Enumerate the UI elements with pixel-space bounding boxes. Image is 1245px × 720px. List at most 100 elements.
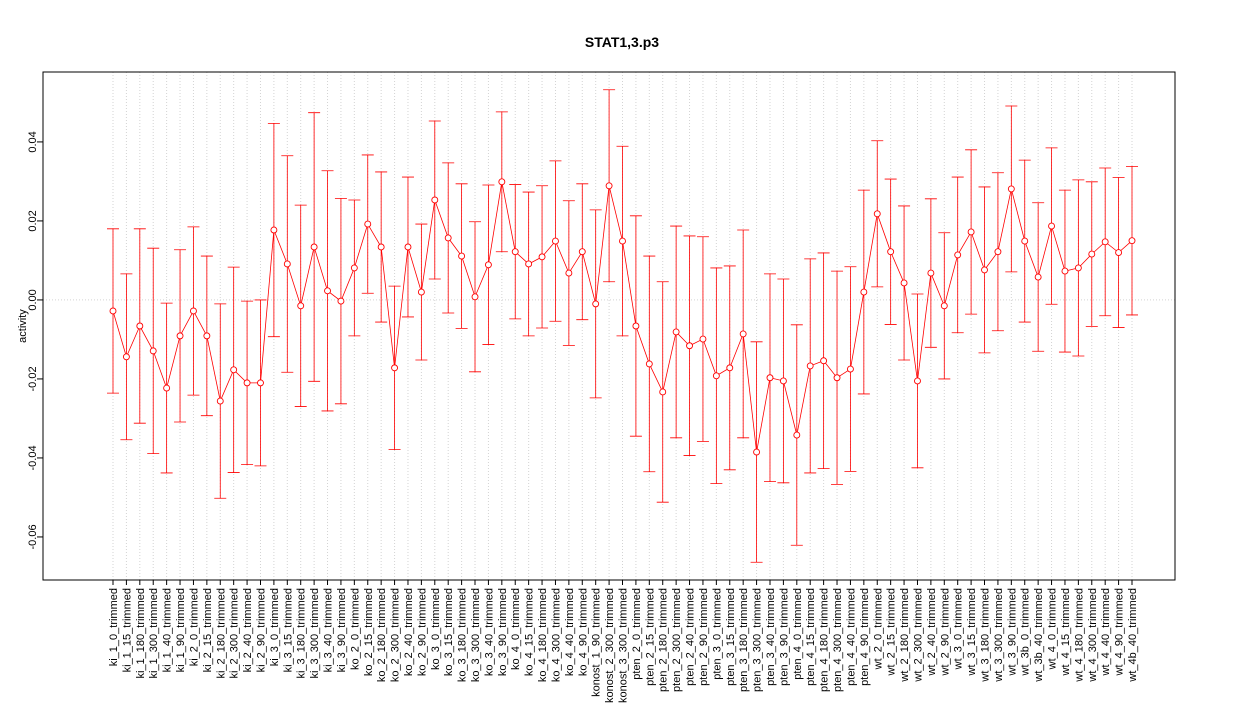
data-point xyxy=(806,362,814,370)
x-tick-label: wt_3_90_trimmed xyxy=(1006,588,1018,676)
x-tick-label: ko_3_300_trimmed xyxy=(470,588,482,682)
x-tick-label: pten_4_40_trimmed xyxy=(845,588,857,686)
x-tick-label: pten_4_15_trimmed xyxy=(805,588,817,686)
data-point xyxy=(1128,237,1136,245)
x-tick-label: ki_1_90_trimmed xyxy=(175,588,187,672)
x-tick-label: konost_2_300_trimmed xyxy=(604,588,616,703)
data-point xyxy=(257,379,264,387)
data-point xyxy=(458,252,466,260)
data-point xyxy=(471,293,479,301)
x-tick-label: pten_2_180_trimmed xyxy=(658,588,670,692)
x-tick-label: pten_2_90_trimmed xyxy=(698,588,710,686)
data-point xyxy=(1088,250,1096,258)
data-point xyxy=(873,210,881,218)
x-tick-label: ko_4_15_trimmed xyxy=(524,588,536,676)
y-tick-label: 0.00 xyxy=(27,289,39,310)
x-tick-label: ko_2_180_trimmed xyxy=(376,588,388,682)
x-tick-label: pten_2_40_trimmed xyxy=(685,588,697,686)
data-point xyxy=(645,360,653,368)
x-tick-label: wt_3_0_trimmed xyxy=(953,588,965,670)
x-tick-label: wt_2_0_trimmed xyxy=(872,588,884,670)
data-point xyxy=(404,243,412,251)
data-point xyxy=(726,364,734,372)
x-tick-label: ko_3_40_trimmed xyxy=(483,588,495,676)
x-tick-label: wt_4_300_trimmed xyxy=(1087,588,1099,683)
data-point xyxy=(940,302,948,310)
x-tick-label: ko_4_90_trimmed xyxy=(577,588,589,676)
data-point xyxy=(216,397,224,405)
y-tick-label: -0.06 xyxy=(27,524,39,549)
x-tick-label: pten_3_90_trimmed xyxy=(778,588,790,686)
x-tick-label: ko_4_300_trimmed xyxy=(550,588,562,682)
x-tick-label: ki_2_0_trimmed xyxy=(188,588,200,666)
x-tick-label: ki_1_300_trimmed xyxy=(148,588,160,679)
data-point xyxy=(391,364,399,372)
data-point xyxy=(1048,222,1056,230)
data-point xyxy=(297,302,305,310)
x-tick-label: wt_2_40_trimmed xyxy=(926,588,938,676)
x-tick-label: ko_2_40_trimmed xyxy=(403,588,415,676)
x-tick-label: pten_3_300_trimmed xyxy=(752,588,764,692)
data-point xyxy=(337,297,345,305)
data-point xyxy=(846,365,854,373)
x-tick-label: pten_3_15_trimmed xyxy=(725,588,737,686)
data-point xyxy=(230,366,238,374)
data-point xyxy=(538,253,546,261)
x-tick-label: wt_2_180_trimmed xyxy=(899,588,911,683)
data-point xyxy=(350,264,358,272)
x-tick-label: wt_3b_0_trimmed xyxy=(1020,588,1032,676)
x-tick-label: ko_2_0_trimmed xyxy=(349,588,361,670)
data-point xyxy=(176,332,184,340)
x-tick-label: wt_3b_40_trimmed xyxy=(1033,588,1045,683)
data-point xyxy=(592,300,600,308)
data-point xyxy=(820,357,828,365)
x-tick-label: ko_2_15_trimmed xyxy=(363,588,375,676)
y-tick-label: 0.02 xyxy=(27,210,39,231)
data-point xyxy=(887,248,895,256)
data-point xyxy=(954,251,962,259)
data-point xyxy=(739,330,747,338)
data-point xyxy=(377,243,385,251)
data-point xyxy=(498,178,506,186)
data-point xyxy=(699,335,707,343)
data-point xyxy=(163,384,171,392)
x-tick-label: ko_3_90_trimmed xyxy=(497,588,509,676)
x-tick-label: ko_3_0_trimmed xyxy=(430,588,442,670)
x-tick-label: ko_3_15_trimmed xyxy=(443,588,455,676)
data-point xyxy=(189,307,197,315)
data-point xyxy=(552,237,559,245)
x-tick-label: wt_2_90_trimmed xyxy=(939,588,951,676)
data-point xyxy=(122,353,130,361)
data-point xyxy=(712,372,720,380)
x-tick-label: wt_4b_40_trimmed xyxy=(1127,588,1139,683)
data-point xyxy=(659,388,667,396)
x-tick-label: ki_2_15_trimmed xyxy=(202,588,214,672)
data-point xyxy=(1061,267,1069,275)
data-point xyxy=(1021,237,1029,245)
x-tick-label: konost_1_90_trimmed xyxy=(591,588,603,697)
x-tick-label: wt_2_300_trimmed xyxy=(912,588,924,683)
x-tick-label: ki_2_180_trimmed xyxy=(215,588,227,679)
x-tick-label: konost_3_300_trimmed xyxy=(618,588,630,703)
data-point xyxy=(565,269,573,277)
x-tick-label: pten_2_0_trimmed xyxy=(631,588,643,680)
x-tick-label: pten_4_90_trimmed xyxy=(859,588,871,686)
data-point xyxy=(766,374,774,382)
data-point xyxy=(833,374,841,382)
data-point xyxy=(417,288,425,296)
data-point xyxy=(243,379,251,387)
x-tick-label: pten_4_300_trimmed xyxy=(832,588,844,692)
data-point xyxy=(860,288,868,296)
x-tick-label: pten_3_0_trimmed xyxy=(711,588,723,680)
x-tick-label: ko_4_0_trimmed xyxy=(510,588,522,670)
data-point xyxy=(364,220,372,228)
data-point xyxy=(203,332,211,340)
x-tick-label: wt_3_15_trimmed xyxy=(966,588,978,676)
x-tick-label: ki_1_15_trimmed xyxy=(121,588,133,672)
data-point xyxy=(1101,238,1109,246)
data-point xyxy=(914,377,921,385)
x-tick-label: ko_2_300_trimmed xyxy=(390,588,402,682)
data-point xyxy=(109,307,117,315)
data-point xyxy=(1034,273,1042,281)
